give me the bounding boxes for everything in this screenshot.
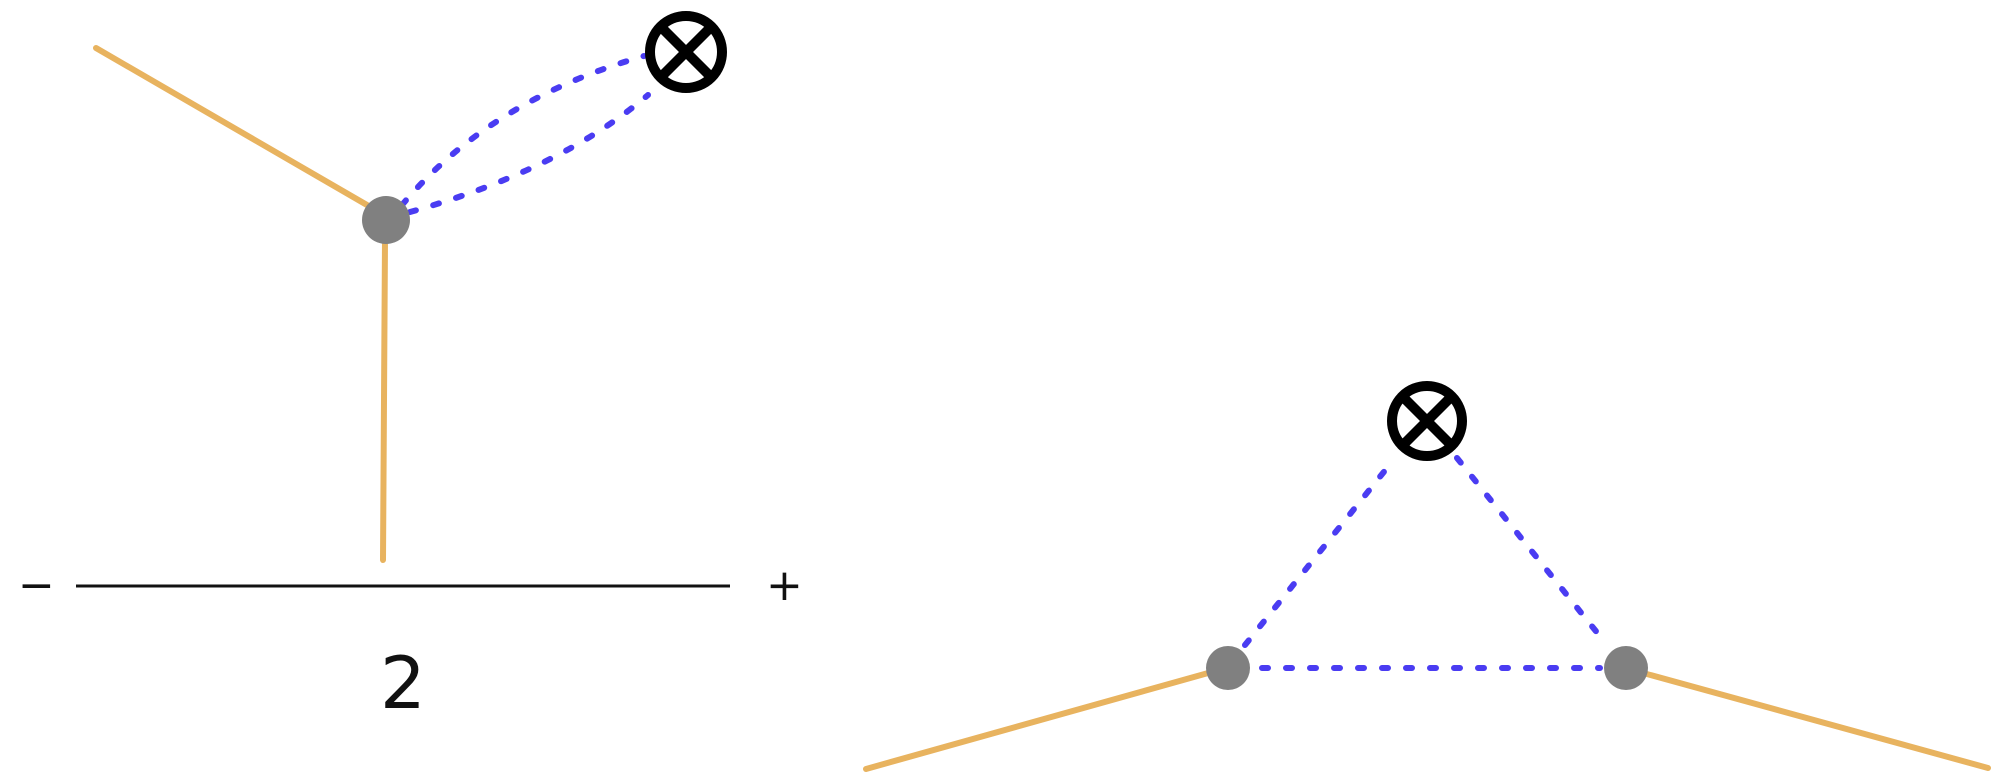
right-diagram [863,381,1991,772]
left-external-line-vertical [380,237,388,563]
left-vertex [362,196,410,244]
left-external-line-upper [93,45,370,208]
right-dotted-line-right [1454,455,1610,648]
circled-times-icon [645,11,727,93]
left-dotted-loop-lower [407,92,651,215]
right-vertex-right [1604,646,1648,690]
factor-label: 2 [380,641,426,725]
right-dotted-line-left [1242,455,1398,648]
right-vertex-left [1206,646,1250,690]
plus-sign: + [766,560,803,611]
left-dotted-loop-upper [399,53,647,208]
right-external-line-left [863,665,1229,772]
minus-sign: − [18,560,55,611]
left-diagram: − + 2 [18,11,803,725]
right-external-line-right [1622,665,1991,771]
circled-times-icon [1387,381,1467,461]
